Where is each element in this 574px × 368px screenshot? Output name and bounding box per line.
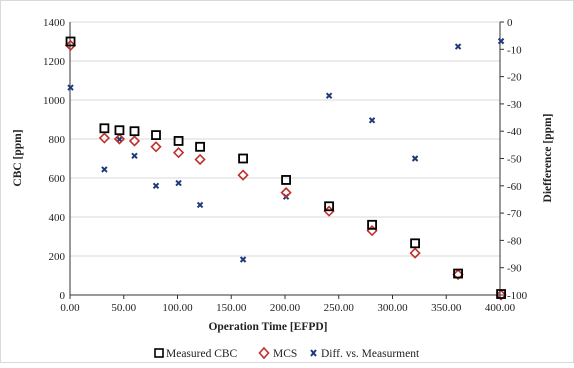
data-point-mcs xyxy=(150,141,162,153)
data-point-measured-cbc xyxy=(173,136,184,146)
data-point-diff xyxy=(131,152,138,159)
data-point-mcs xyxy=(64,39,77,52)
y-right-tick-label: -20 xyxy=(507,72,522,84)
x-tick-label: 0.00 xyxy=(60,302,80,314)
data-point-measured-cbc xyxy=(99,123,110,134)
y-left-tick-label: 600 xyxy=(49,173,66,185)
y-right-tick-label: -40 xyxy=(507,126,522,138)
data-point-diff xyxy=(454,43,462,50)
data-point-mcs xyxy=(128,135,141,147)
data-point-measured-cbc xyxy=(114,125,125,136)
data-point-diff xyxy=(368,117,376,124)
y-left-tick-label: 1000 xyxy=(43,95,66,107)
data-point-diff xyxy=(239,256,247,263)
legend-marker-mcs xyxy=(258,346,270,360)
y-right-tick-label: -30 xyxy=(507,99,522,111)
data-point-diff xyxy=(152,182,160,190)
data-point-mcs xyxy=(237,169,249,181)
y-left-tick-label: 200 xyxy=(49,251,66,263)
x-tick-label: 50.00 xyxy=(111,302,136,314)
data-point-measured-cbc xyxy=(195,141,205,152)
legend-label-mcs: MCS xyxy=(273,348,297,360)
y-right-tick-label: -80 xyxy=(507,235,522,247)
axes xyxy=(69,21,504,299)
y-right-tick-label: -60 xyxy=(507,181,522,193)
x-tick-label: 300.00 xyxy=(377,302,408,314)
x-tick-label: 100.00 xyxy=(162,302,193,314)
y-right-tick-label: -90 xyxy=(507,263,522,275)
data-point-diff xyxy=(497,37,505,45)
y-left-tick-label: 1200 xyxy=(43,56,66,68)
data-point-measured-cbc xyxy=(281,175,291,185)
data-point-diff xyxy=(411,155,419,162)
data-point-measured-cbc xyxy=(496,289,506,299)
data-point-measured-cbc xyxy=(65,36,76,47)
data-markers xyxy=(64,36,507,301)
data-point-mcs xyxy=(98,132,111,144)
x-tick-label: 400.00 xyxy=(485,302,516,314)
legend-label-diff: Diff. vs. Measurment xyxy=(321,348,420,360)
data-point-measured-cbc xyxy=(367,219,377,230)
y-left-tick-label: 400 xyxy=(49,212,66,224)
y-left-tick-label: 1400 xyxy=(43,17,66,29)
data-point-mcs xyxy=(172,147,185,159)
data-point-mcs xyxy=(280,186,292,199)
data-point-mcs xyxy=(409,247,421,259)
y-right-tick-label: -10 xyxy=(507,44,522,56)
x-tick-label: 150.00 xyxy=(216,302,247,314)
y-left-tick-label: 0 xyxy=(60,290,66,302)
legend-label-measured-cbc: Measured CBC xyxy=(166,348,238,360)
data-point-mcs xyxy=(113,133,126,145)
data-point-mcs xyxy=(495,289,507,301)
data-point-measured-cbc xyxy=(410,238,420,249)
tick-labels: 0 200 400 600 800 1000 1200 1400 0 -10 -20 -30 -40 -5… xyxy=(43,17,528,314)
y-right-tick-label: 0 xyxy=(507,17,513,29)
data-point-diff xyxy=(175,179,182,187)
y-right-axis-title: Diefference [ppm] xyxy=(542,114,554,203)
data-point-diff xyxy=(101,166,108,173)
legend: Measured CBC MCS Diff. vs. Measurment xyxy=(154,346,420,360)
x-tick-label: 350.00 xyxy=(431,302,462,314)
y-right-tick-label: -50 xyxy=(507,154,522,166)
data-point-mcs xyxy=(452,268,464,281)
y-left-tick-label: 800 xyxy=(49,134,66,146)
data-point-measured-cbc xyxy=(129,126,140,137)
data-point-measured-cbc xyxy=(453,268,463,279)
data-point-diff xyxy=(67,84,74,91)
legend-marker-measured-cbc xyxy=(154,348,164,358)
data-point-measured-cbc xyxy=(238,153,248,164)
data-point-mcs xyxy=(194,153,206,166)
data-point-diff xyxy=(325,92,333,99)
data-point-measured-cbc xyxy=(324,201,334,212)
x-tick-label: 200.00 xyxy=(270,302,301,314)
x-axis-title: Operation Time [EFPD] xyxy=(208,321,327,333)
data-point-measured-cbc xyxy=(151,130,161,141)
y-right-tick-label: -100 xyxy=(507,290,528,302)
legend-marker-diff xyxy=(310,349,317,357)
y-right-tick-label: -70 xyxy=(507,208,522,220)
x-tick-label: 250.00 xyxy=(324,302,355,314)
data-point-diff xyxy=(196,201,204,209)
y-left-axis-title: CBC [ppm] xyxy=(12,129,24,186)
